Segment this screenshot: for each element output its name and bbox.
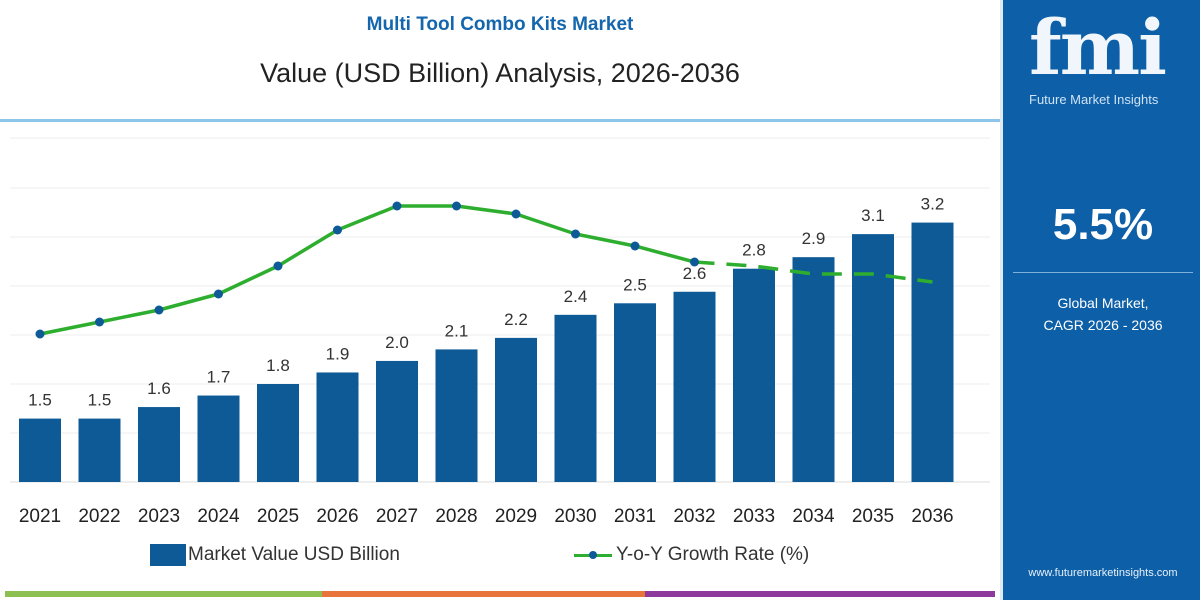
cagr-value: 5.5% bbox=[1052, 200, 1154, 249]
bar-2021 bbox=[19, 418, 61, 482]
bar-label-2027: 2.0 bbox=[385, 333, 409, 352]
bar-2036 bbox=[911, 222, 954, 482]
x-tick-2036: 2036 bbox=[911, 506, 953, 527]
x-tick-2029: 2029 bbox=[495, 506, 537, 527]
bar-label-2029: 2.2 bbox=[504, 310, 528, 329]
x-tick-2033: 2033 bbox=[733, 506, 775, 527]
growth-marker-2027 bbox=[392, 201, 402, 211]
growth-marker-2025 bbox=[273, 261, 283, 271]
bar-label-2030: 2.4 bbox=[564, 287, 588, 306]
legend-line-swatch bbox=[574, 550, 612, 560]
bar-2024 bbox=[197, 395, 240, 482]
bar-2027 bbox=[376, 360, 418, 482]
x-tick-2024: 2024 bbox=[197, 506, 240, 527]
bar-label-2025: 1.8 bbox=[266, 356, 290, 375]
website-link[interactable]: www.futuremarketinsights.com bbox=[1028, 567, 1178, 579]
bar-label-2033: 2.8 bbox=[742, 241, 766, 260]
bar-label-2036: 3.2 bbox=[921, 195, 945, 214]
bar-label-2028: 2.1 bbox=[445, 321, 469, 340]
x-tick-2030: 2030 bbox=[554, 506, 596, 527]
x-tick-2031: 2031 bbox=[614, 506, 656, 527]
growth-marker-2026 bbox=[333, 225, 342, 235]
growth-marker-2021 bbox=[35, 329, 45, 339]
legend-bars-label: Market Value USD Billion bbox=[188, 544, 400, 565]
bar-2025 bbox=[257, 384, 299, 482]
bar-2030 bbox=[554, 314, 597, 482]
x-tick-2027: 2027 bbox=[376, 506, 418, 527]
chart-subtitle: Value (USD Billion) Analysis, 2026-2036 bbox=[260, 58, 740, 88]
bar-label-2032: 2.6 bbox=[683, 264, 707, 283]
x-tick-2021: 2021 bbox=[19, 506, 61, 527]
bar-label-2035: 3.1 bbox=[861, 206, 885, 225]
bar-2022 bbox=[78, 418, 121, 482]
bar-label-2024: 1.7 bbox=[207, 368, 231, 387]
growth-marker-2030 bbox=[571, 229, 580, 239]
growth-marker-2024 bbox=[214, 289, 223, 299]
cagr-label-line-1: Global Market, bbox=[1057, 295, 1149, 311]
x-tick-2026: 2026 bbox=[316, 506, 358, 527]
growth-marker-2031 bbox=[630, 241, 640, 251]
growth-marker-2029 bbox=[511, 209, 521, 219]
growth-marker-2023 bbox=[154, 305, 164, 315]
legend-bar-swatch bbox=[150, 544, 186, 566]
logo-subtitle: Future Market Insights bbox=[1029, 92, 1159, 107]
fmi-logo: fmi bbox=[1029, 3, 1167, 92]
bar-label-2023: 1.6 bbox=[147, 379, 171, 398]
footer-strip-orange bbox=[322, 591, 645, 597]
cagr-label: Global Market, CAGR 2026 - 2036 bbox=[1003, 292, 1200, 336]
growth-line-dashed bbox=[694, 260, 933, 284]
legend-line: Y-o-Y Growth Rate (%) bbox=[574, 544, 809, 566]
bar-label-2031: 2.5 bbox=[623, 275, 647, 294]
footer-strip-purple bbox=[645, 591, 995, 597]
x-tick-2025: 2025 bbox=[257, 506, 299, 527]
bar-label-2022: 1.5 bbox=[88, 391, 112, 410]
x-tick-2035: 2035 bbox=[852, 506, 894, 527]
bar-2031 bbox=[614, 303, 656, 482]
bar-2023 bbox=[138, 407, 180, 482]
bar-2033 bbox=[733, 268, 775, 482]
chart-area: 1.5 2021 1.5 2022 1.6 2023 1.7 2024 1.8 2025 1.9 20… bbox=[10, 137, 990, 527]
growth-marker-2028 bbox=[452, 201, 461, 211]
divider bbox=[0, 119, 1000, 122]
legend-bars: Market Value USD Billion bbox=[150, 544, 400, 566]
x-tick-2022: 2022 bbox=[78, 506, 120, 527]
divider bbox=[1013, 272, 1193, 273]
bar-2035 bbox=[852, 234, 894, 482]
cagr-label-line-2: CAGR 2026 - 2036 bbox=[1043, 317, 1163, 333]
footer-strip-green bbox=[5, 591, 322, 597]
bar-label-2034: 2.9 bbox=[802, 229, 826, 248]
x-tick-2023: 2023 bbox=[138, 506, 180, 527]
bar-2029 bbox=[495, 337, 537, 482]
growth-marker-2032 bbox=[690, 257, 699, 267]
growth-marker-2022 bbox=[95, 317, 104, 327]
legend-line-label: Y-o-Y Growth Rate (%) bbox=[616, 544, 810, 565]
bar-2032 bbox=[673, 291, 716, 482]
bar-2026 bbox=[316, 372, 359, 482]
bar-2028 bbox=[435, 349, 478, 482]
x-tick-2032: 2032 bbox=[673, 506, 715, 527]
side-panel: fmi Future Market Insights 5.5% Global M… bbox=[1000, 0, 1200, 600]
chart-title: Multi Tool Combo Kits Market bbox=[366, 14, 634, 35]
bar-label-2021: 1.5 bbox=[28, 391, 52, 410]
growth-line-solid bbox=[39, 204, 695, 336]
bar-2034 bbox=[792, 257, 835, 482]
bar-label-2026: 1.9 bbox=[326, 344, 350, 363]
x-tick-2034: 2034 bbox=[792, 506, 835, 527]
x-tick-2028: 2028 bbox=[435, 506, 477, 527]
